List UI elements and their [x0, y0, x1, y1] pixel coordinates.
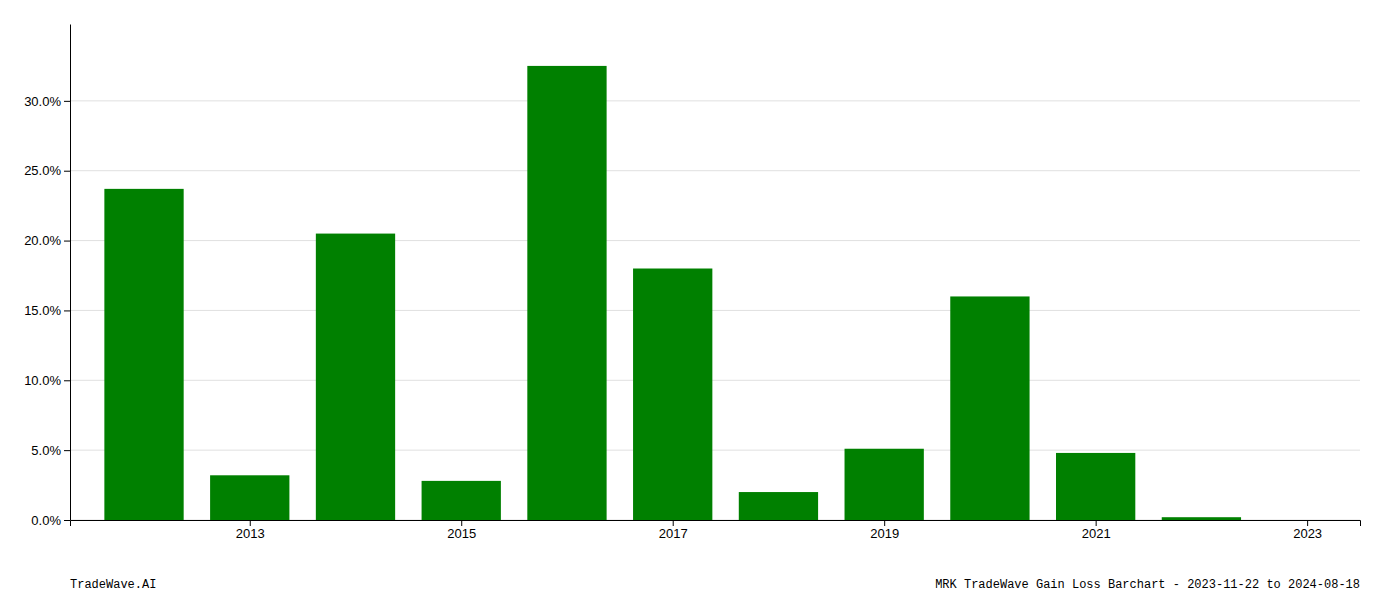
y-tick-mark: [64, 241, 70, 242]
x-tick-mark: [250, 520, 251, 526]
bar: [739, 492, 818, 520]
bar: [104, 189, 183, 520]
bar: [950, 296, 1029, 520]
x-tick: 2021: [1082, 520, 1111, 541]
y-tick: 30.0%: [24, 94, 70, 109]
y-tick: 0.0%: [31, 513, 70, 528]
x-tick: 2015: [447, 520, 476, 541]
x-tick: 2019: [870, 520, 899, 541]
y-tick: 25.0%: [24, 163, 70, 178]
y-tick-label: 15.0%: [24, 303, 61, 318]
y-axis: 0.0% 5.0% 10.0% 15.0% 20.0% 25.0% 30.0%: [24, 25, 70, 528]
grid-line: [70, 240, 1360, 241]
x-tick-mark: [461, 520, 462, 526]
annotation: TradeWave.AI: [70, 578, 156, 592]
x-tick-mark: [673, 520, 674, 526]
grid-line: [70, 380, 1360, 381]
y-tick-mark: [64, 310, 70, 311]
x-tick-label: 2019: [870, 526, 899, 541]
bar: [316, 234, 395, 520]
plot: 2013 2015 2017 2019 2021 2023 0.0% 5.0% 10.0% 15.…: [24, 25, 1360, 542]
y-tick-label: 5.0%: [31, 443, 61, 458]
grid-line: [70, 450, 1360, 451]
x-axis-line: [71, 521, 1361, 527]
y-tick-label: 10.0%: [24, 373, 61, 388]
x-tick-label: 2017: [659, 526, 688, 541]
x-tick: 2017: [659, 520, 688, 541]
grid-line: [70, 170, 1360, 171]
bars: [104, 66, 1241, 520]
y-tick-mark: [64, 450, 70, 451]
bar: [422, 481, 501, 520]
y-tick-mark: [64, 101, 70, 102]
grid-line: [70, 100, 1360, 101]
grid: [70, 101, 1360, 520]
y-tick: 15.0%: [24, 303, 70, 318]
footer: TradeWave.AI MRK TradeWave Gain Loss Barc…: [70, 578, 1360, 592]
chart: 2013 2015 2017 2019 2021 2023 0.0% 5.0% 10.0% 15.…: [0, 0, 1400, 600]
annotation: MRK TradeWave Gain Loss Barchart - 2023-…: [935, 578, 1360, 592]
y-tick-label: 30.0%: [24, 94, 61, 109]
x-tick: 2023: [1293, 520, 1322, 541]
y-tick-label: 25.0%: [24, 163, 61, 178]
x-tick: 2013: [236, 520, 265, 541]
grid-line: [70, 310, 1360, 311]
y-tick-label: 20.0%: [24, 233, 61, 248]
x-axis: 2013 2015 2017 2019 2021 2023: [71, 520, 1361, 541]
x-tick-label: 2021: [1082, 526, 1111, 541]
x-tick-label: 2013: [236, 526, 265, 541]
y-tick-mark: [64, 380, 70, 381]
y-tick-mark: [64, 171, 70, 172]
y-tick: 5.0%: [31, 443, 70, 458]
y-axis-line: [70, 25, 71, 521]
x-tick-mark: [1096, 520, 1097, 526]
x-tick-label: 2015: [447, 526, 476, 541]
y-tick: 10.0%: [24, 373, 70, 388]
bar: [633, 269, 712, 520]
bar: [1162, 517, 1241, 520]
y-tick-label: 0.0%: [31, 513, 61, 528]
x-tick-label: 2023: [1293, 526, 1322, 541]
bar: [210, 475, 289, 520]
y-tick-mark: [64, 520, 70, 521]
y-tick: 20.0%: [24, 233, 70, 248]
x-tick-mark: [1307, 520, 1308, 526]
x-tick-mark: [884, 520, 885, 526]
bar: [527, 66, 606, 520]
bar: [1056, 453, 1135, 520]
bar: [845, 449, 924, 520]
